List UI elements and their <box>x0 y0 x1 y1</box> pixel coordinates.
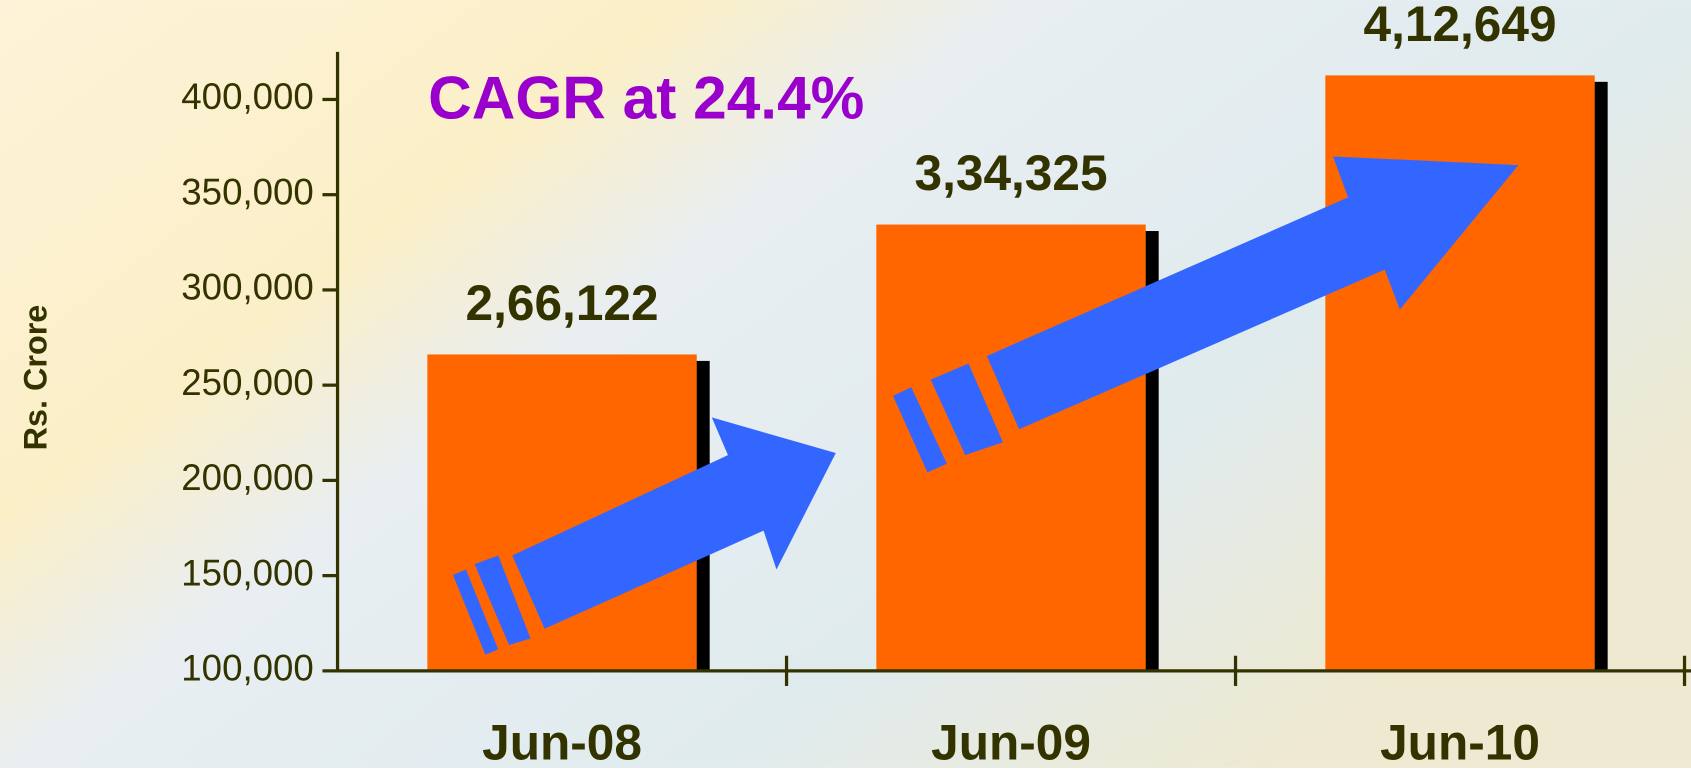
x-tick-label: Jun-09 <box>931 714 1091 768</box>
growth-arrows <box>452 156 1519 655</box>
y-tick-label: 100,000 <box>181 648 314 689</box>
x-tick-label: Jun-10 <box>1380 714 1540 768</box>
x-tick-label: Jun-08 <box>482 714 642 768</box>
y-tick-label: 200,000 <box>181 457 314 498</box>
value-label: 3,34,325 <box>915 145 1108 201</box>
value-label: 2,66,122 <box>466 275 659 331</box>
y-tick-label: 350,000 <box>181 171 314 212</box>
annotation: CAGR at 24.4% <box>428 63 864 131</box>
y-axis-label: Rs. Crore <box>17 305 53 451</box>
y-tick-label: 150,000 <box>181 552 314 593</box>
y-tick-label: 400,000 <box>181 76 314 117</box>
y-tick-label: 250,000 <box>181 362 314 403</box>
y-tick-label: 300,000 <box>181 267 314 308</box>
value-label: 4,12,649 <box>1364 0 1557 52</box>
